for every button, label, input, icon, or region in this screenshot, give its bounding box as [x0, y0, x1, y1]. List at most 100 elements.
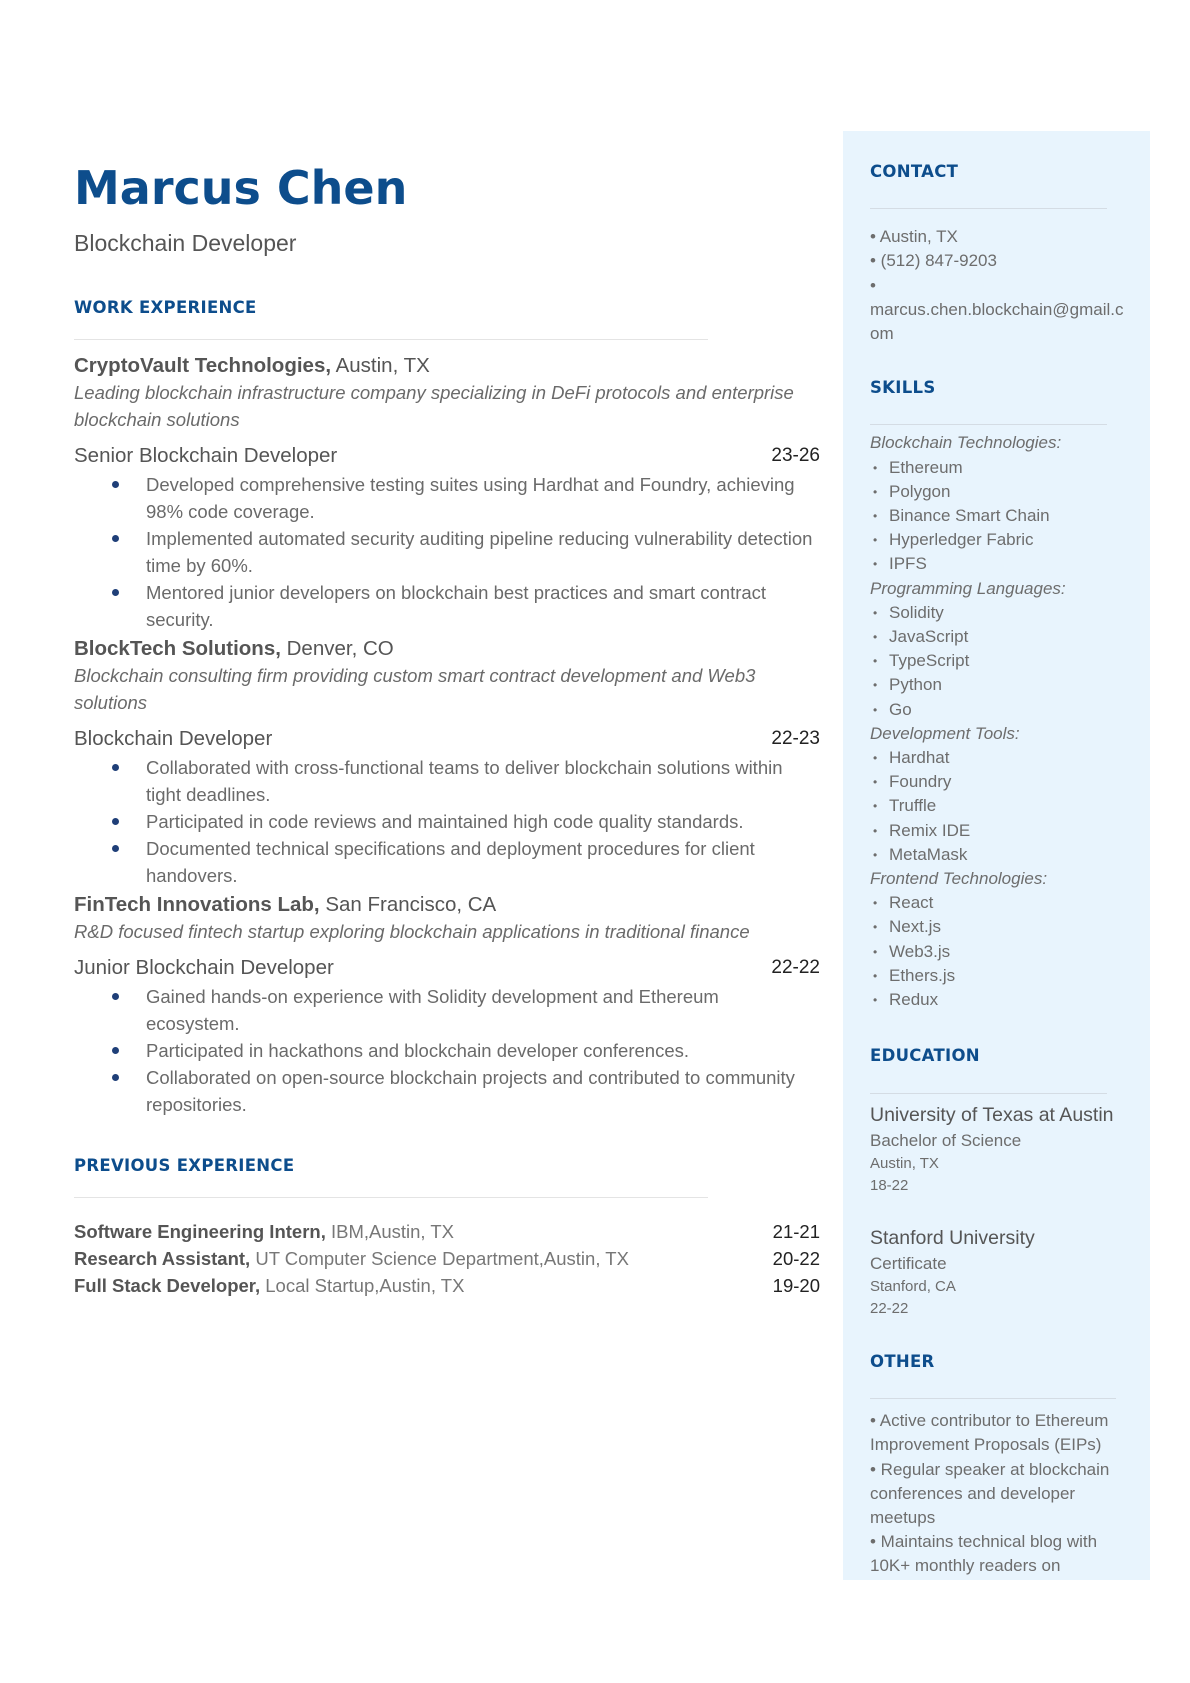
skill-item: Next.js	[870, 915, 1132, 939]
contact-heading: CONTACT	[870, 162, 959, 181]
bullet-list: Collaborated with cross-functional teams…	[74, 754, 820, 889]
skill-item: JavaScript	[870, 625, 1132, 649]
skill-item: Web3.js	[870, 940, 1132, 964]
other-list: • Active contributor to Ethereum Improve…	[870, 1409, 1132, 1578]
education-location: Stanford, CA	[870, 1277, 956, 1295]
divider	[870, 1398, 1116, 1400]
candidate-name: Marcus Chen	[74, 161, 408, 215]
skill-item: MetaMask	[870, 843, 1132, 867]
company-description: R&D focused fintech startup exploring bl…	[74, 921, 750, 942]
other-item: • Maintains technical blog with 10K+ mon…	[870, 1532, 1098, 1576]
company-location: Austin, TX	[331, 354, 430, 377]
role-title: Blockchain Developer	[74, 727, 273, 750]
role-dates: 22-23	[771, 728, 820, 749]
previous-item: Full Stack Developer, Local Startup,Aust…	[74, 1272, 820, 1299]
previous-dates: 21-21	[772, 1221, 820, 1242]
degree: Bachelor of Science	[870, 1130, 1022, 1150]
divider	[870, 208, 1107, 210]
skill-category: Programming Languages:	[870, 578, 1066, 598]
contact-location: • Austin, TX	[870, 227, 958, 247]
skill-item: Python	[870, 673, 1132, 697]
role-dates: 22-22	[771, 957, 820, 978]
previous-item: Software Engineering Intern, IBM,Austin,…	[74, 1218, 820, 1245]
contact-phone: • (512) 847-9203	[870, 251, 997, 271]
bullet-item: Mentored junior developers on blockchain…	[74, 579, 820, 633]
company-location: San Francisco, CA	[319, 893, 497, 916]
sidebar: CONTACT • Austin, TX • (512) 847-9203 • …	[870, 160, 1132, 1579]
skill-item: TypeScript	[870, 649, 1132, 673]
candidate-title: Blockchain Developer	[74, 230, 297, 256]
previous-list: Software Engineering Intern, IBM,Austin,…	[74, 1218, 820, 1299]
education-list: University of Texas at Austin Bachelor of…	[870, 1102, 1132, 1320]
education-dates: 18-22	[870, 1176, 909, 1194]
company-description: Blockchain consulting firm providing cus…	[74, 665, 756, 713]
divider	[74, 339, 708, 340]
skill-item: Hyperledger Fabric	[870, 528, 1132, 552]
skill-category: Development Tools:	[870, 723, 1020, 743]
work-experience-heading: WORK EXPERIENCE	[74, 298, 257, 317]
previous-org: UT Computer Science Department,Austin, T…	[250, 1248, 629, 1269]
degree: Certificate	[870, 1253, 947, 1273]
previous-dates: 19-20	[772, 1275, 820, 1296]
bullet-item: Implemented automated security auditing …	[74, 525, 820, 579]
skill-items: HardhatFoundryTruffleRemix IDEMetaMask	[870, 746, 1132, 867]
company-location: Denver, CO	[280, 637, 394, 660]
role-line: Junior Blockchain Developer 22-22	[74, 954, 820, 981]
role-line: Senior Blockchain Developer 23-26	[74, 442, 820, 469]
job-list: CryptoVault Technologies, Austin, TX Lead…	[74, 352, 820, 1118]
school-name: Stanford University	[870, 1226, 1035, 1249]
role-line: Blockchain Developer 22-23	[74, 725, 820, 752]
skill-item: Polygon	[870, 480, 1132, 504]
company-name: BlockTech Solutions,	[74, 637, 281, 660]
school-name: University of Texas at Austin	[870, 1103, 1114, 1126]
skill-item: React	[870, 891, 1132, 915]
skill-item: Binance Smart Chain	[870, 504, 1132, 528]
company-name: FinTech Innovations Lab,	[74, 893, 320, 916]
skills-heading: SKILLS	[870, 378, 936, 398]
divider	[870, 1092, 1107, 1094]
previous-org: IBM,Austin, TX	[325, 1221, 455, 1242]
bullet-item: Collaborated with cross-functional teams…	[74, 754, 820, 808]
contact-email[interactable]: marcus.chen.blockchain@gmail.com	[870, 299, 1124, 344]
company-name: CryptoVault Technologies,	[74, 354, 332, 377]
bullet-list: Gained hands-on experience with Solidity…	[74, 983, 820, 1118]
education-item: University of Texas at Austin Bachelor of…	[870, 1102, 1132, 1197]
skill-category: Blockchain Technologies:	[870, 433, 1062, 453]
previous-org: Local Startup,Austin, TX	[260, 1275, 465, 1296]
other-item: • Regular speaker at blockchain conferen…	[870, 1459, 1110, 1527]
education-dates: 22-22	[870, 1299, 909, 1317]
company-description: Leading blockchain infrastructure compan…	[74, 382, 794, 430]
skill-category: Frontend Technologies:	[870, 869, 1048, 889]
main-column: Marcus Chen Blockchain Developer WORK EX…	[74, 160, 820, 1299]
divider	[870, 424, 1107, 426]
skill-item: Go	[870, 698, 1132, 722]
bullet-item: Gained hands-on experience with Solidity…	[74, 983, 820, 1037]
bullet-item: Developed comprehensive testing suites u…	[74, 471, 820, 525]
skill-item: Ethereum	[870, 456, 1132, 480]
previous-role: Full Stack Developer,	[74, 1275, 261, 1296]
skill-item: Redux	[870, 988, 1132, 1012]
previous-item-text: Full Stack Developer, Local Startup,Aust…	[74, 1272, 464, 1299]
bullet-item: Participated in hackathons and blockchai…	[74, 1037, 820, 1064]
skill-item: Foundry	[870, 770, 1132, 794]
role-dates: 23-26	[771, 445, 820, 466]
other-heading: OTHER	[870, 1351, 935, 1371]
previous-experience-heading: PREVIOUS EXPERIENCE	[74, 1156, 295, 1175]
skill-items: ReactNext.jsWeb3.jsEthers.jsRedux	[870, 891, 1132, 1012]
company-line: BlockTech Solutions, Denver, CO	[74, 635, 820, 662]
previous-item: Research Assistant, UT Computer Science …	[74, 1245, 820, 1272]
education-item: Stanford University Certificate Stanford, …	[870, 1225, 1132, 1320]
company-line: CryptoVault Technologies, Austin, TX	[74, 352, 820, 379]
previous-role: Software Engineering Intern,	[74, 1221, 326, 1242]
skills-list: Blockchain Technologies: EthereumPolygonB…	[870, 431, 1132, 1012]
previous-item-text: Research Assistant, UT Computer Science …	[74, 1245, 629, 1272]
skill-item: Solidity	[870, 601, 1132, 625]
role-title: Junior Blockchain Developer	[74, 956, 334, 979]
skill-item: Hardhat	[870, 746, 1132, 770]
divider	[74, 1197, 708, 1198]
bullet-item: Collaborated on open-source blockchain p…	[74, 1064, 820, 1118]
skill-items: EthereumPolygonBinance Smart ChainHyperl…	[870, 456, 1132, 577]
education-heading: EDUCATION	[870, 1046, 980, 1066]
previous-role: Research Assistant,	[74, 1248, 251, 1269]
education-location: Austin, TX	[870, 1154, 939, 1172]
